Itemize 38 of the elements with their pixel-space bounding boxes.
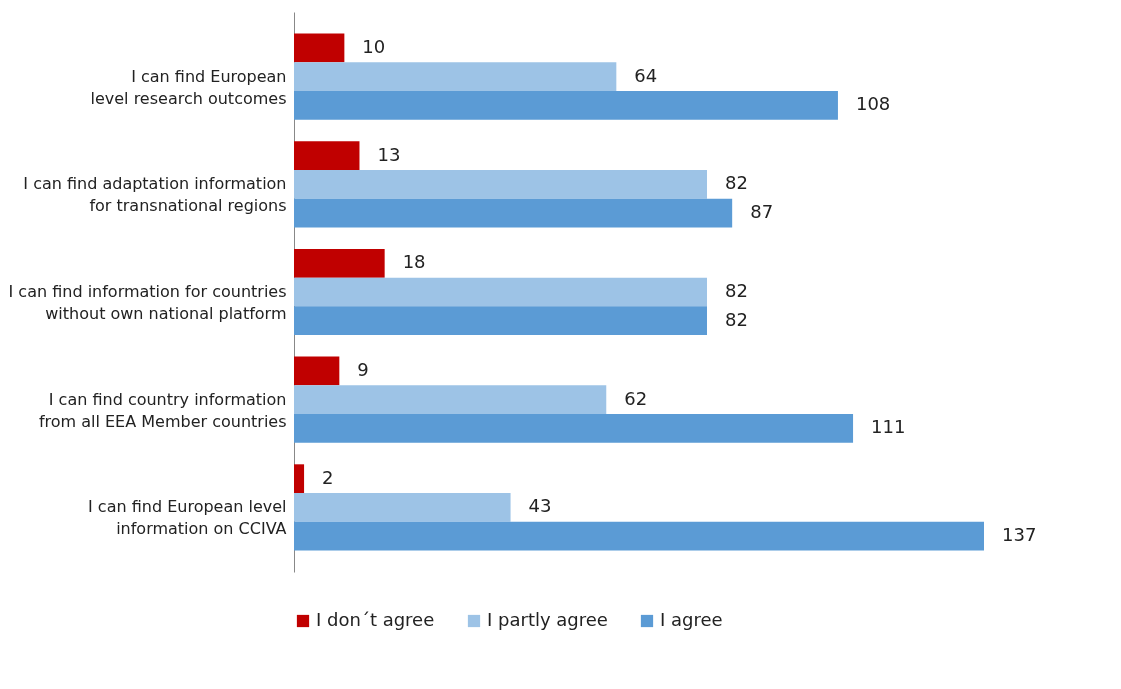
bar: [294, 385, 607, 415]
bar: [294, 90, 838, 120]
bar: [294, 169, 707, 199]
bar: [294, 414, 854, 443]
bar: [294, 521, 984, 551]
data-label: 111: [871, 416, 906, 438]
data-label: 108: [855, 93, 891, 115]
data-label: 10: [362, 35, 386, 57]
data-label: 2: [322, 466, 334, 488]
bar: [294, 141, 360, 170]
y-tick-label: I can find European level research outcomes: [90, 66, 287, 108]
y-tick-label: I can find European level information on CCIVA: [88, 497, 287, 539]
legend-label: I don´t agree: [316, 609, 435, 630]
data-label: 18: [402, 251, 426, 273]
data-label: 82: [724, 308, 748, 330]
data-label: 13: [377, 143, 401, 165]
legend-label: I agree: [660, 609, 723, 630]
bar: [294, 493, 511, 522]
y-tick-label: I can find country information from all EEA Member countries: [38, 389, 287, 431]
bar: [294, 356, 340, 386]
bar: [294, 62, 617, 91]
data-label: 62: [624, 387, 648, 409]
y-tick-label: I can find information for countries without own national platform: [8, 282, 287, 323]
bar: [294, 33, 345, 63]
data-label: 9: [357, 358, 369, 380]
bar: [294, 277, 707, 307]
data-label: 64: [634, 64, 658, 86]
bar: [294, 464, 305, 494]
bar: [294, 198, 733, 228]
bar: [294, 248, 385, 278]
data-label: 82: [724, 280, 748, 301]
data-label: 82: [724, 172, 748, 194]
data-label: 87: [750, 201, 774, 223]
data-label: 43: [528, 495, 552, 517]
data-label: 137: [1002, 524, 1037, 546]
legend-label: I partly agree: [487, 609, 608, 630]
bar: [294, 306, 707, 336]
y-tick-label: I can find adaptation information for transnational regions: [23, 174, 287, 216]
